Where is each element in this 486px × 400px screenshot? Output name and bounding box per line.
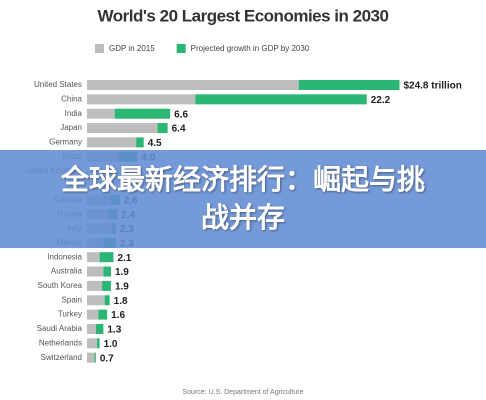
y-tick-label: Australia [51, 267, 83, 276]
value-label: 1.9 [115, 282, 129, 293]
y-tick-label: Indonesia [47, 252, 82, 261]
value-label: 1.0 [104, 339, 118, 350]
bar-segment [87, 252, 100, 263]
y-tick-label: Saudi Arabia [37, 324, 83, 333]
bar-segment [102, 280, 111, 291]
y-tick-label: India [65, 109, 83, 118]
legend-swatch [176, 44, 186, 53]
bar-segment [87, 123, 158, 134]
legend-label: GDP in 2015 [109, 44, 155, 53]
bar-segment [87, 338, 98, 349]
bar-segment [136, 137, 144, 148]
bar-segment [95, 323, 104, 334]
bar-segment [104, 295, 110, 306]
bar-segment [98, 309, 108, 320]
bar-segment [87, 137, 137, 148]
bar-segment [195, 94, 367, 105]
value-label: 6.6 [174, 109, 188, 120]
value-label: 2.1 [117, 253, 131, 264]
bar-segment [97, 338, 100, 349]
bar-segment [87, 80, 299, 90]
y-tick-label: Germany [49, 138, 82, 147]
y-tick-label: Switzerland [41, 353, 82, 362]
y-tick-label: Turkey [58, 310, 82, 319]
y-tick-label: United States [34, 80, 82, 89]
value-label: 1.3 [107, 325, 121, 336]
bar-segment [157, 123, 168, 134]
bar-segment [87, 323, 96, 334]
y-tick-label: Japan [60, 123, 82, 132]
y-tick-label: South Korea [38, 281, 83, 290]
bar-segment [99, 252, 114, 263]
value-label: 22.2 [371, 95, 391, 106]
legend-label: Projected growth in GDP by 2030 [191, 44, 310, 53]
chart-title: World's 20 Largest Economies in 2030 [98, 6, 389, 25]
value-label: $24.8 trillion [403, 81, 461, 92]
bar-segment [103, 266, 111, 277]
value-label: 1.8 [114, 296, 128, 307]
value-label: 4.5 [148, 138, 162, 149]
source: Source: U.S. Department of Agriculture [183, 389, 304, 396]
value-label: 1.6 [111, 310, 125, 321]
legend-swatch [95, 44, 104, 53]
value-label: 0.7 [100, 353, 114, 364]
bar-segment [87, 295, 105, 306]
bar-segment [298, 80, 400, 90]
bar-segment [87, 94, 196, 105]
banner: 全球最新经济排行：崛起与挑战并存 [0, 150, 486, 248]
y-tick-label: Netherlands [39, 338, 82, 347]
y-tick-label: Spain [62, 295, 82, 304]
banner-text: 全球最新经济排行：崛起与挑战并存 [60, 163, 425, 234]
value-label: 1.9 [115, 267, 129, 278]
y-tick-label: China [61, 94, 82, 103]
bar-segment [114, 108, 171, 119]
bar-segment [87, 108, 115, 119]
value-label: 6.4 [172, 124, 186, 135]
bar-segment [87, 266, 104, 277]
bar-segment [94, 352, 96, 363]
bar-segment [87, 280, 103, 291]
bar-segment [87, 309, 99, 320]
bar-segment [87, 352, 95, 363]
